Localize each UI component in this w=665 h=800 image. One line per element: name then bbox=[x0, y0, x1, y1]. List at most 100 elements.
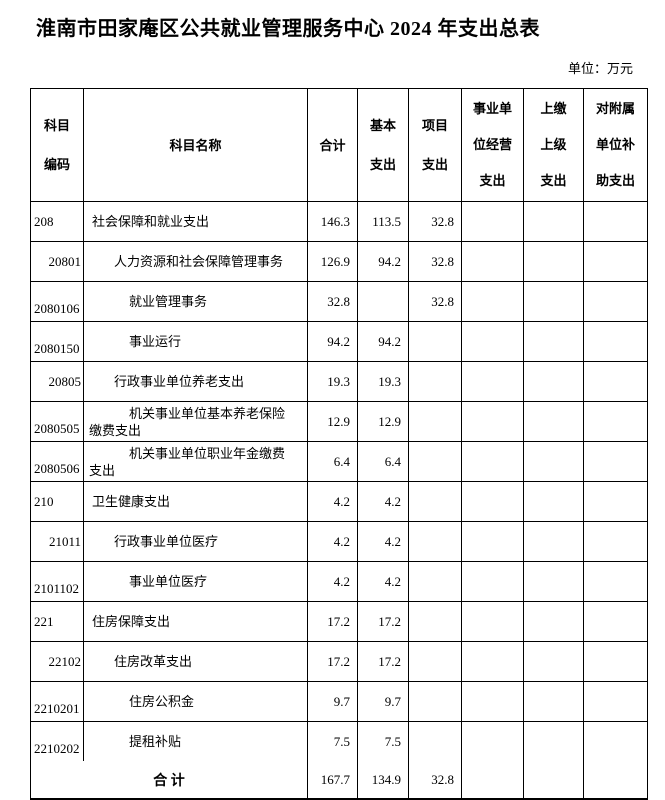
subject-code-cell: 2080506 bbox=[31, 442, 84, 481]
subsidy-value-cell bbox=[584, 482, 647, 521]
remitted-value-cell bbox=[524, 202, 584, 241]
operating-value-cell bbox=[462, 722, 524, 761]
basic-value-cell: 113.5 bbox=[358, 202, 409, 241]
total-value-cell: 4.2 bbox=[308, 562, 358, 601]
total-label-cell: 合 计 bbox=[31, 761, 308, 798]
expenditure-summary-table: 科目 编码 科目名称 合计 基本 支出 项目 支出 事业单 位经营 支出 上缴 上级 支出 对附属 单位补 助支… bbox=[30, 88, 648, 800]
table-row: 21011 行政事业单位医疗 4.2 4.2 bbox=[31, 522, 647, 562]
subsidy-value-cell bbox=[584, 282, 647, 321]
table-row: 210 卫生健康支出 4.2 4.2 bbox=[31, 482, 647, 522]
remitted-value-cell bbox=[524, 482, 584, 521]
remitted-value-cell bbox=[524, 282, 584, 321]
subject-code-cell: 210 bbox=[31, 482, 84, 521]
subject-name-text: 行政事业单位医疗 bbox=[114, 534, 219, 549]
operating-value-cell bbox=[462, 562, 524, 601]
column-header-line: 支出 bbox=[421, 157, 448, 172]
subject-code-cell: 2210202 bbox=[31, 722, 84, 761]
total-value-cell: 32.8 bbox=[308, 282, 358, 321]
subsidy-value-cell bbox=[584, 362, 647, 401]
subject-name-cell: 住房公积金 bbox=[84, 682, 308, 721]
remitted-value-cell bbox=[524, 322, 584, 361]
column-header-line: 助支出 bbox=[595, 173, 635, 188]
subject-name-cell: 住房保障支出 bbox=[84, 602, 308, 641]
operating-value-cell bbox=[462, 322, 524, 361]
subject-code-cell: 221 bbox=[31, 602, 84, 641]
remitted-value-cell bbox=[524, 242, 584, 281]
subsidy-value-cell bbox=[584, 402, 647, 441]
subsidy-value-cell bbox=[584, 562, 647, 601]
column-header-line: 项目 bbox=[421, 118, 448, 133]
subsidy-value-cell bbox=[584, 242, 647, 281]
project-value-cell bbox=[409, 602, 462, 641]
operating-value-cell bbox=[462, 522, 524, 561]
remitted-value-cell bbox=[524, 682, 584, 721]
column-header-line: 支出 bbox=[369, 157, 396, 172]
basic-value-cell: 94.2 bbox=[358, 242, 409, 281]
column-header-line: 事业单 bbox=[472, 101, 512, 116]
project-value-cell: 32.8 bbox=[409, 282, 462, 321]
subsidy-value-cell bbox=[584, 202, 647, 241]
table-row: 2080505 机关事业单位基本养老保险缴费支出 12.9 12.9 bbox=[31, 402, 647, 442]
basic-value-cell: 94.2 bbox=[358, 322, 409, 361]
subject-name-text: 事业运行 bbox=[129, 334, 182, 349]
column-header-line: 科目 bbox=[43, 118, 70, 133]
operating-value-cell bbox=[462, 682, 524, 721]
subject-name-text: 就业管理事务 bbox=[129, 294, 208, 309]
subsidy-value-cell bbox=[584, 682, 647, 721]
column-header-line: 单位补 bbox=[595, 137, 635, 152]
subject-code-cell: 21011 bbox=[31, 522, 84, 561]
basic-value-cell: 17.2 bbox=[358, 602, 409, 641]
subject-name-text: 人力资源和社会保障管理事务 bbox=[114, 254, 284, 269]
subject-name-cell: 机关事业单位基本养老保险缴费支出 bbox=[84, 402, 308, 441]
project-value-cell: 32.8 bbox=[409, 202, 462, 241]
total-project-cell: 32.8 bbox=[409, 761, 462, 798]
subject-name-text: 住房改革支出 bbox=[114, 654, 193, 669]
column-header-total: 合计 bbox=[308, 89, 358, 201]
total-remitted-cell bbox=[524, 761, 584, 798]
subject-name-text: 住房保障支出 bbox=[92, 614, 171, 629]
column-header-line: 上缴 bbox=[540, 101, 567, 116]
basic-value-cell: 4.2 bbox=[358, 522, 409, 561]
page-title: 淮南市田家庵区公共就业管理服务中心 2024 年支出总表 bbox=[36, 18, 540, 40]
total-value-cell: 4.2 bbox=[308, 522, 358, 561]
total-value-cell: 7.5 bbox=[308, 722, 358, 761]
total-subsidy-cell bbox=[584, 761, 647, 798]
subject-name-cell: 事业单位医疗 bbox=[84, 562, 308, 601]
subject-code-cell: 2080505 bbox=[31, 402, 84, 441]
total-value-cell: 126.9 bbox=[308, 242, 358, 281]
column-header-project: 项目 支出 bbox=[409, 89, 462, 201]
remitted-value-cell bbox=[524, 602, 584, 641]
table-row: 208 社会保障和就业支出 146.3 113.5 32.8 bbox=[31, 202, 647, 242]
column-header-line: 支出 bbox=[479, 173, 506, 188]
operating-value-cell bbox=[462, 242, 524, 281]
remitted-value-cell bbox=[524, 362, 584, 401]
total-value-cell: 19.3 bbox=[308, 362, 358, 401]
basic-value-cell: 4.2 bbox=[358, 482, 409, 521]
table-row: 22102 住房改革支出 17.2 17.2 bbox=[31, 642, 647, 682]
operating-value-cell bbox=[462, 482, 524, 521]
subsidy-value-cell bbox=[584, 602, 647, 641]
total-value-cell: 17.2 bbox=[308, 602, 358, 641]
basic-value-cell: 9.7 bbox=[358, 682, 409, 721]
remitted-value-cell bbox=[524, 442, 584, 481]
remitted-value-cell bbox=[524, 402, 584, 441]
subject-name-text: 机关事业单位基本养老保险缴费支出 bbox=[89, 405, 286, 438]
subject-code-cell: 22102 bbox=[31, 642, 84, 681]
project-value-cell bbox=[409, 402, 462, 441]
basic-value-cell: 12.9 bbox=[358, 402, 409, 441]
table-row: 221 住房保障支出 17.2 17.2 bbox=[31, 602, 647, 642]
subject-code-cell: 208 bbox=[31, 202, 84, 241]
remitted-value-cell bbox=[524, 642, 584, 681]
subject-code-cell: 2080150 bbox=[31, 322, 84, 361]
total-basic-cell: 134.9 bbox=[358, 761, 409, 798]
subject-name-text: 提租补贴 bbox=[129, 734, 182, 749]
project-value-cell bbox=[409, 642, 462, 681]
subject-code-cell: 20801 bbox=[31, 242, 84, 281]
project-value-cell bbox=[409, 682, 462, 721]
table-row: 20805 行政事业单位养老支出 19.3 19.3 bbox=[31, 362, 647, 402]
total-value-cell: 6.4 bbox=[308, 442, 358, 481]
total-value-cell: 9.7 bbox=[308, 682, 358, 721]
total-value-cell: 146.3 bbox=[308, 202, 358, 241]
operating-value-cell bbox=[462, 282, 524, 321]
column-header-line: 编码 bbox=[43, 157, 70, 172]
